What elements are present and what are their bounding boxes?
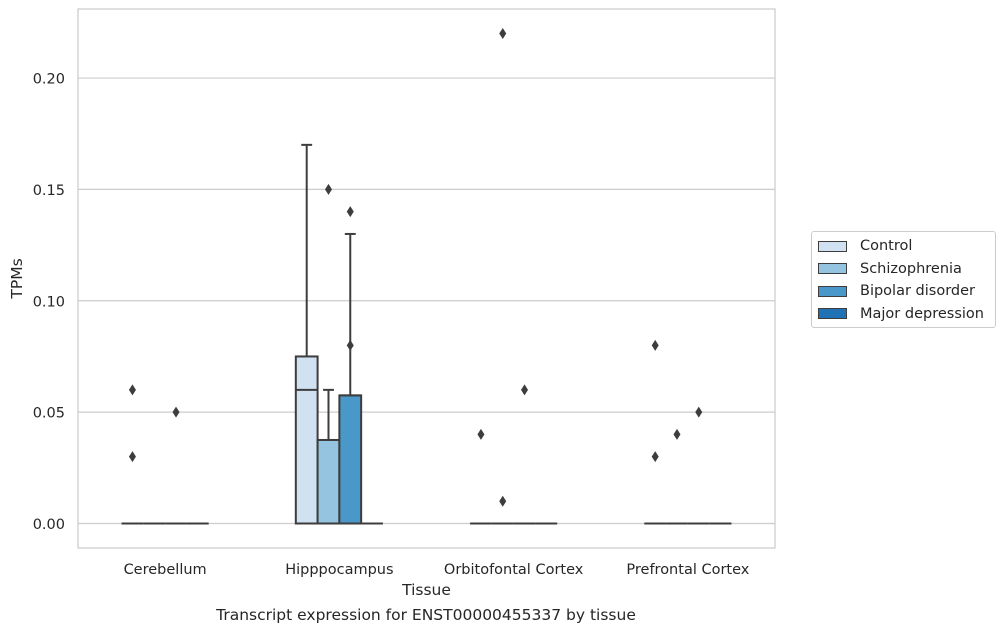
outlier-point — [477, 428, 485, 440]
outlier-point — [128, 451, 136, 463]
y-tick-label: 0.15 — [33, 183, 65, 199]
legend-item: Bipolar disorder — [812, 280, 995, 303]
box-schizophrenia — [316, 183, 341, 525]
box — [338, 394, 363, 525]
box-bipolar-disorder — [513, 384, 536, 525]
plot-frame — [77, 8, 776, 549]
chart-caption: Transcript expression for ENST0000045533… — [216, 606, 636, 624]
x-tick-label: Prefrontal Cortex — [626, 562, 749, 578]
outlier-point — [499, 495, 507, 507]
legend: Control Schizophrenia Bipolar disorder Majo… — [811, 231, 996, 328]
legend-label: Control — [860, 238, 913, 255]
box-control — [470, 428, 492, 525]
outlier-point — [521, 384, 529, 396]
x-axis-label: Tissue — [401, 581, 451, 599]
legend-label: Schizophrenia — [860, 260, 962, 277]
y-axis-label: TPMs — [8, 258, 26, 299]
outlier-point — [651, 451, 659, 463]
legend-swatch — [818, 308, 847, 320]
y-tick-label: 0.00 — [33, 517, 65, 533]
legend-item: Schizophrenia — [812, 258, 995, 281]
outlier-point — [128, 384, 136, 396]
x-tick-label: Orbitofontal Cortex — [444, 562, 584, 578]
outlier-point — [324, 183, 332, 195]
legend-label: Major depression — [860, 305, 984, 322]
outlier-point — [695, 406, 703, 418]
y-tick-label: 0.20 — [33, 72, 65, 88]
x-tick-label: Hipppocampus — [285, 562, 393, 578]
outlier-point — [346, 339, 354, 351]
boxes — [121, 28, 732, 525]
x-tick-label: Cerebellum — [124, 562, 207, 578]
x-tick-labels: Cerebellum Hipppocampus Orbitofontal Corte… — [124, 562, 750, 578]
box-bipolar-disorder — [338, 206, 363, 525]
box-bipolar-disorder — [687, 406, 710, 525]
outlier-point — [499, 28, 507, 39]
outlier-point — [673, 428, 681, 440]
legend-item: Control — [812, 235, 995, 258]
outlier-point — [172, 406, 180, 418]
y-tick-label: 0.10 — [33, 294, 65, 310]
legend-swatch — [818, 285, 847, 297]
box-control — [644, 339, 667, 525]
box-schizophrenia — [491, 28, 514, 525]
box — [316, 438, 341, 525]
box — [294, 355, 319, 525]
legend-item: Major depression — [812, 303, 995, 326]
grid-lines — [78, 77, 775, 525]
box-control — [121, 384, 144, 525]
y-tick-labels: 0.00 0.05 0.10 0.15 0.20 — [33, 72, 65, 533]
box-control — [294, 143, 319, 525]
y-tick-label: 0.05 — [33, 406, 65, 422]
box-schizophrenia — [666, 428, 688, 525]
box-bipolar-disorder — [165, 406, 187, 525]
outlier-point — [651, 339, 659, 351]
outlier-point — [346, 206, 354, 218]
legend-swatch — [818, 263, 847, 275]
legend-swatch — [818, 240, 847, 252]
legend-label: Bipolar disorder — [860, 283, 975, 300]
